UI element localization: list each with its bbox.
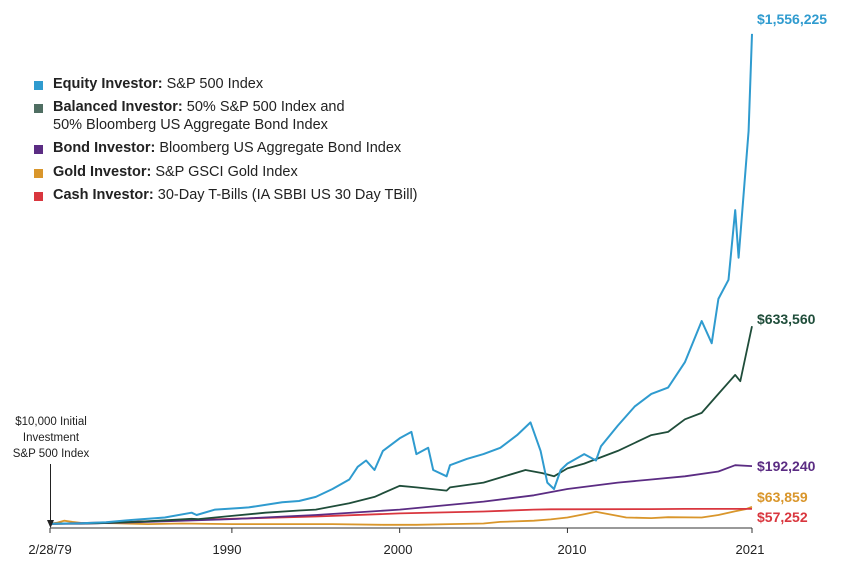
legend-desc-cash: 30-Day T-Bills (IA SBBI US 30 Day TBill) (157, 186, 418, 203)
legend-swatch-cash (34, 191, 43, 201)
x-tick-label-2000: 2000 (383, 542, 413, 557)
legend-swatch-bond (34, 145, 43, 155)
legend-name-cash: Cash Investor: (53, 186, 154, 203)
end-label-balanced: $633,560 (757, 311, 816, 327)
legend-name-balanced: Balanced Investor: (53, 99, 183, 116)
legend-name-gold: Gold Investor: (53, 163, 152, 180)
legend-item-cash: Cash Investor: 30-Day T-Bills (IA SBBI U… (34, 187, 418, 204)
legend-desc2-balanced: 50% Bloomberg US Aggregate Bond Index (53, 116, 328, 133)
end-label-gold: $63,859 (757, 489, 808, 505)
legend-swatch-gold (34, 168, 43, 178)
end-label-equity: $1,556,225 (757, 11, 828, 27)
legend-desc-gold: S&P GSCI Gold Index (155, 163, 298, 180)
legend-item-gold: Gold Investor: S&P GSCI Gold Index (34, 164, 418, 181)
series-line-balanced (49, 326, 753, 525)
legend-item-bond: Bond Investor: Bloomberg US Aggregate Bo… (34, 140, 418, 157)
x-tick-label-2010: 2010 (557, 542, 587, 557)
legend-item-equity: Equity Investor: S&P 500 Index (34, 76, 418, 93)
annotation-line-1: $10,000 Initial (15, 416, 87, 428)
series-line-equity (49, 33, 753, 525)
end-label-cash: $57,252 (757, 509, 808, 525)
x-tick-label-2021: 2021 (735, 542, 765, 557)
series-layer (49, 33, 753, 526)
annotation-line-3: S&P 500 Index (12, 448, 90, 461)
legend-swatch-balanced (34, 104, 43, 114)
legend-name-bond: Bond Investor: (53, 140, 156, 157)
x-tick-marks (49, 528, 753, 533)
series-line-bond (49, 464, 753, 525)
x-tick-label-1990: 1990 (212, 542, 242, 557)
end-label-bond: $192,240 (757, 458, 816, 474)
legend-item-balanced: Balanced Investor: 50% S&P 500 Index and… (34, 99, 418, 134)
x-tick-label-start: 2/28/79 (28, 542, 72, 557)
legend: Equity Investor: S&P 500 Index Balanced … (34, 76, 418, 210)
initial-investment-annotation: $10,000 Initial Investment S&P 500 Index (4, 414, 98, 462)
legend-desc-equity: S&P 500 Index (166, 76, 264, 92)
legend-desc-balanced: 50% S&P 500 Index and (186, 99, 345, 116)
annotation-line-2: Investment (22, 432, 80, 445)
legend-swatch-equity (34, 81, 43, 90)
legend-desc-bond: Bloomberg US Aggregate Bond Index (159, 140, 402, 157)
legend-name-equity: Equity Investor: (53, 76, 163, 92)
annotation-arrowhead (47, 520, 54, 528)
